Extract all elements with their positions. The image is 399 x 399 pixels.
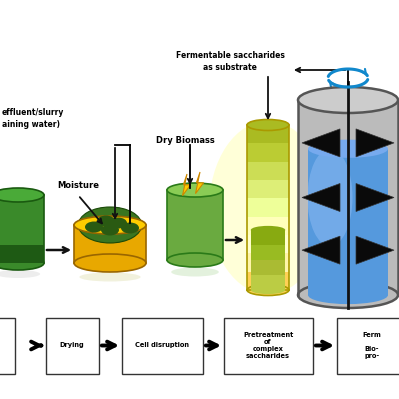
Polygon shape bbox=[247, 217, 289, 235]
Polygon shape bbox=[298, 100, 398, 295]
Text: Drying: Drying bbox=[60, 342, 84, 348]
Ellipse shape bbox=[74, 216, 146, 234]
Ellipse shape bbox=[167, 253, 223, 267]
Polygon shape bbox=[196, 172, 203, 194]
Polygon shape bbox=[247, 125, 289, 143]
Ellipse shape bbox=[0, 256, 44, 270]
FancyBboxPatch shape bbox=[122, 318, 203, 373]
Ellipse shape bbox=[251, 226, 285, 234]
Polygon shape bbox=[356, 236, 394, 264]
FancyBboxPatch shape bbox=[0, 318, 14, 373]
Ellipse shape bbox=[247, 119, 289, 130]
Polygon shape bbox=[302, 236, 340, 264]
Polygon shape bbox=[0, 195, 44, 263]
Ellipse shape bbox=[251, 286, 285, 294]
Ellipse shape bbox=[298, 282, 398, 308]
Text: as substrate: as substrate bbox=[203, 63, 257, 72]
Ellipse shape bbox=[0, 188, 44, 202]
Ellipse shape bbox=[308, 286, 388, 304]
Polygon shape bbox=[167, 190, 223, 260]
Polygon shape bbox=[302, 184, 340, 211]
Polygon shape bbox=[251, 245, 285, 260]
Ellipse shape bbox=[308, 140, 388, 158]
FancyBboxPatch shape bbox=[45, 318, 99, 373]
Polygon shape bbox=[308, 149, 388, 295]
Ellipse shape bbox=[121, 223, 139, 233]
Ellipse shape bbox=[209, 121, 327, 294]
Ellipse shape bbox=[247, 284, 289, 296]
Ellipse shape bbox=[298, 87, 398, 113]
Polygon shape bbox=[356, 184, 394, 211]
Polygon shape bbox=[247, 235, 289, 253]
Text: effluent/slurry: effluent/slurry bbox=[2, 108, 64, 117]
FancyBboxPatch shape bbox=[223, 318, 312, 373]
Text: Dry Biomass: Dry Biomass bbox=[156, 136, 214, 145]
Polygon shape bbox=[182, 174, 191, 196]
Text: Fermentable saccharides: Fermentable saccharides bbox=[176, 51, 284, 60]
Polygon shape bbox=[247, 198, 289, 217]
Ellipse shape bbox=[0, 270, 40, 278]
Ellipse shape bbox=[109, 217, 127, 229]
Text: Pretreatment
of
complex
saccharides: Pretreatment of complex saccharides bbox=[243, 332, 293, 359]
Polygon shape bbox=[251, 230, 285, 245]
Polygon shape bbox=[0, 245, 44, 263]
Polygon shape bbox=[251, 275, 285, 290]
Polygon shape bbox=[247, 272, 289, 290]
Ellipse shape bbox=[101, 225, 119, 235]
Ellipse shape bbox=[171, 267, 219, 277]
Polygon shape bbox=[356, 129, 394, 157]
Ellipse shape bbox=[167, 183, 223, 197]
Ellipse shape bbox=[85, 221, 103, 233]
FancyBboxPatch shape bbox=[336, 318, 399, 373]
Text: Moisture: Moisture bbox=[57, 181, 99, 190]
Polygon shape bbox=[247, 143, 289, 162]
Polygon shape bbox=[247, 180, 289, 198]
Polygon shape bbox=[74, 225, 146, 263]
Text: Ferm
 
Bio-
pro-: Ferm Bio- pro- bbox=[363, 332, 381, 359]
Polygon shape bbox=[247, 162, 289, 180]
Ellipse shape bbox=[308, 149, 352, 246]
Text: Cell disruption: Cell disruption bbox=[135, 342, 189, 348]
Ellipse shape bbox=[78, 207, 142, 243]
Ellipse shape bbox=[97, 215, 115, 227]
Polygon shape bbox=[302, 129, 340, 157]
Ellipse shape bbox=[74, 254, 146, 272]
Polygon shape bbox=[247, 253, 289, 272]
Text: aining water): aining water) bbox=[2, 120, 60, 129]
Ellipse shape bbox=[79, 273, 140, 282]
Polygon shape bbox=[251, 260, 285, 275]
